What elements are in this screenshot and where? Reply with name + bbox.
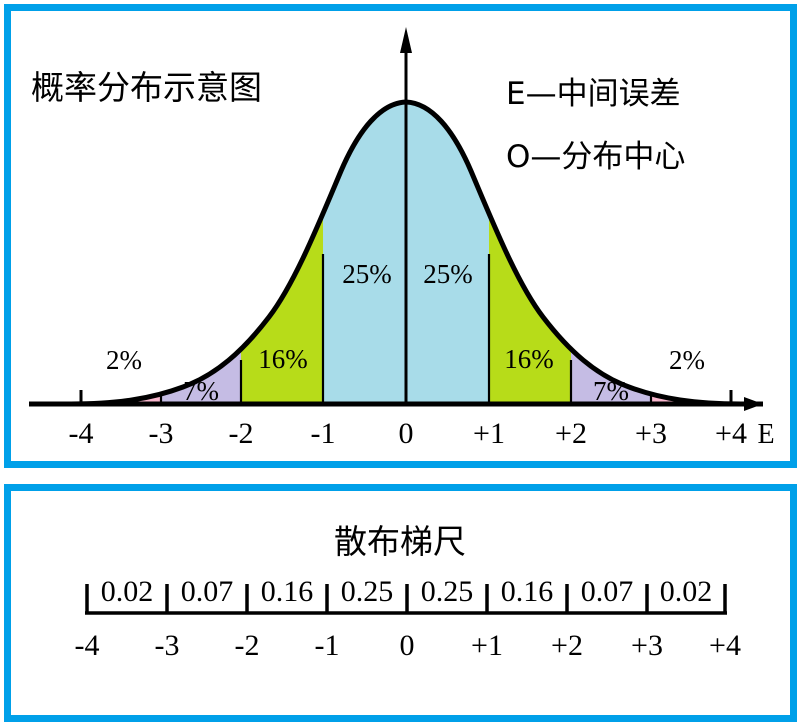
x-axis-arrowhead (744, 397, 763, 411)
ruler-tick-label-minus-3: -3 (155, 629, 180, 662)
x-tick-label-plus-3: +3 (635, 417, 667, 450)
probability-distribution-canvas: -4 -3 -2 -1 0 +1 +2 +3 +4 E 2% 7% 16% 25… (11, 11, 790, 461)
scale-ruler-title: 散布梯尺 (334, 522, 466, 561)
band-outer-left (161, 102, 241, 403)
ruler-tick-label-plus-1: +1 (471, 629, 503, 662)
ruler-value-1: 0.02 (101, 575, 154, 608)
x-tick-label-plus-2: +2 (555, 417, 587, 450)
ruler-tick-label-minus-4: -4 (75, 629, 100, 662)
ruler-value-7: 0.07 (581, 575, 634, 608)
scale-ruler-svg: 散布梯尺 0.02 0.07 (75, 522, 741, 662)
ruler-tick-label-minus-2: -2 (235, 629, 260, 662)
x-tick-label-minus-3: -3 (149, 417, 174, 450)
ruler-tick-label-minus-1: -1 (315, 629, 340, 662)
band-label-tail-right: 2% (669, 345, 705, 375)
ruler-ticks-group (85, 584, 727, 613)
ruler-tick-label-plus-2: +2 (551, 629, 583, 662)
ruler-tick-labels-group: -4 -3 -2 -1 0 +1 +2 +3 +4 (75, 629, 741, 662)
band-label-center-left: 25% (342, 259, 392, 289)
x-tick-label-minus-4: -4 (69, 417, 94, 450)
ruler-value-6: 0.16 (501, 575, 554, 608)
x-axis-unit-label: E (757, 419, 774, 450)
x-tick-label-minus-2: -2 (229, 417, 254, 450)
band-label-outer-left: 7% (183, 376, 219, 406)
ruler-tick-label-plus-4: +4 (709, 629, 741, 662)
ruler-tick-label-zero: 0 (400, 629, 415, 662)
ruler-tick-label-plus-3: +3 (631, 629, 663, 662)
band-separators-group (159, 254, 653, 403)
ruler-value-8: 0.02 (660, 575, 713, 608)
dispersion-scale-canvas: 散布梯尺 0.02 0.07 (11, 491, 790, 715)
legend-entry-distribution-center: O—分布中心 (506, 139, 685, 175)
ruler-value-4: 0.25 (341, 575, 394, 608)
band-outer-right (571, 102, 651, 403)
band-label-center-right: 25% (423, 259, 473, 289)
distribution-chart-svg: -4 -3 -2 -1 0 +1 +2 +3 +4 E 2% 7% 16% 25… (29, 27, 775, 450)
x-tick-label-minus-1: -1 (311, 417, 336, 450)
band-label-tail-left: 2% (106, 345, 142, 375)
legend-entry-median-error: E—中间误差 (506, 76, 681, 112)
x-tick-label-plus-1: +1 (473, 417, 505, 450)
x-tick-labels-group: -4 -3 -2 -1 0 +1 +2 +3 +4 E (69, 417, 775, 450)
y-axis-arrowhead (400, 27, 412, 53)
band-center-right (406, 102, 489, 403)
ruler-value-3: 0.16 (261, 575, 314, 608)
band-label-mid-left: 16% (258, 344, 308, 374)
band-percent-labels-group: 2% 7% 16% 25% 25% 16% 7% 2% (106, 259, 705, 406)
axis-end-ticks-group (79, 390, 733, 404)
legend-group: E—中间误差 O—分布中心 (506, 76, 685, 175)
ruler-value-5: 0.25 (421, 575, 474, 608)
dispersion-scale-panel: 散布梯尺 0.02 0.07 (4, 484, 797, 722)
band-label-outer-right: 7% (593, 376, 629, 406)
probability-distribution-panel: -4 -3 -2 -1 0 +1 +2 +3 +4 E 2% 7% 16% 25… (4, 4, 797, 468)
ruler-value-2: 0.07 (181, 575, 234, 608)
band-center-left (323, 102, 406, 403)
band-label-mid-right: 16% (504, 344, 554, 374)
diagram-title: 概率分布示意图 (31, 68, 262, 107)
ruler-interval-values-group: 0.02 0.07 0.16 0.25 0.25 0.16 0.07 0.02 (101, 575, 713, 608)
x-tick-label-plus-4: +4 (715, 417, 747, 450)
x-tick-label-zero: 0 (399, 417, 414, 450)
